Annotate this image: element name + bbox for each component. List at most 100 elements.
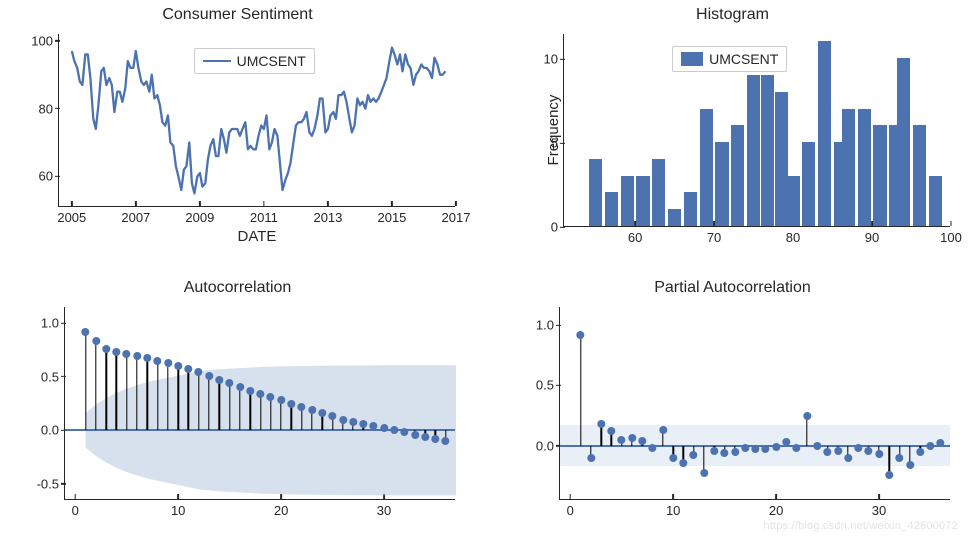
marker [731, 448, 739, 456]
stem [219, 380, 220, 430]
marker [92, 337, 100, 345]
panel-acf: Autocorrelation 0102030-0.50.00.51.0 [10, 283, 465, 528]
watermark: https://blog.csdn.net/weixin_42600072 [763, 520, 958, 532]
ytick: 1.0 [536, 318, 560, 333]
stem [424, 430, 425, 436]
stem [291, 404, 292, 431]
marker [587, 454, 595, 462]
stem [806, 416, 807, 446]
stem [693, 446, 694, 456]
stem [105, 349, 106, 430]
stem [95, 341, 96, 430]
xtick: 2015 [377, 206, 406, 225]
xtick: 70 [707, 226, 721, 245]
marker [854, 444, 862, 452]
stem [352, 422, 353, 431]
stem [878, 446, 879, 454]
stem [600, 424, 601, 446]
stem [755, 446, 756, 450]
marker [937, 439, 945, 447]
marker [318, 409, 326, 417]
stem [652, 446, 653, 448]
marker [256, 390, 264, 398]
hist-bar [842, 109, 855, 226]
marker [359, 420, 367, 428]
stem [188, 369, 189, 430]
marker [277, 396, 285, 404]
hist-bar [589, 159, 602, 226]
marker [577, 331, 585, 339]
stem [332, 416, 333, 430]
panel-sentiment: Consumer Sentiment 200520072009201120132… [10, 10, 465, 255]
ytick: 1.0 [41, 316, 65, 331]
marker [236, 383, 244, 391]
ytick: 0.5 [536, 378, 560, 393]
marker [597, 420, 605, 428]
marker [690, 451, 698, 459]
marker [390, 426, 398, 434]
marker [700, 469, 708, 477]
stem [311, 410, 312, 430]
marker [906, 461, 914, 469]
hist-bar [636, 176, 649, 226]
marker [875, 450, 883, 458]
stem [177, 366, 178, 430]
marker [618, 436, 626, 444]
marker [174, 362, 182, 370]
panel-histogram: Histogram 607080901000510FrequencyUMCSEN… [505, 10, 960, 255]
stem [847, 446, 848, 458]
stem [198, 372, 199, 430]
marker [431, 435, 439, 443]
marker [679, 459, 687, 467]
stem [270, 397, 271, 430]
ytick: 0.5 [41, 369, 65, 384]
marker [741, 444, 749, 452]
marker [721, 449, 729, 457]
marker [659, 426, 667, 434]
marker [669, 454, 677, 462]
marker [133, 352, 141, 360]
stem [590, 446, 591, 458]
stem [157, 361, 158, 431]
xtick: 30 [377, 499, 391, 518]
hist-bar [913, 125, 926, 226]
stem [703, 446, 704, 474]
stem [940, 443, 941, 445]
marker [164, 359, 172, 367]
stem [260, 394, 261, 430]
marker [380, 424, 388, 432]
hist-bar [605, 192, 618, 226]
hist-bar [731, 125, 744, 226]
marker [102, 345, 110, 353]
stem [280, 400, 281, 430]
stem [919, 446, 920, 452]
marker [638, 437, 646, 445]
xtick: 2009 [185, 206, 214, 225]
title-sentiment: Consumer Sentiment [10, 6, 465, 24]
xtick: 30 [872, 499, 886, 518]
hist-bar [897, 58, 910, 226]
stem [383, 428, 384, 430]
ytick: 100 [31, 33, 59, 48]
stem [435, 430, 436, 439]
stem [775, 446, 776, 447]
marker [844, 454, 852, 462]
marker [205, 372, 213, 380]
xtick: 80 [786, 226, 800, 245]
panel-pacf: Partial Autocorrelation 01020300.00.51.0 [505, 283, 960, 528]
marker [401, 428, 409, 436]
marker [308, 406, 316, 414]
ytick: 0.0 [41, 423, 65, 438]
stem [136, 356, 137, 430]
marker [885, 471, 893, 479]
stem [683, 446, 684, 463]
stem [404, 430, 405, 432]
stem [250, 391, 251, 431]
marker [246, 387, 254, 395]
marker [710, 447, 718, 455]
stem [373, 426, 374, 430]
marker [824, 448, 832, 456]
marker [926, 442, 934, 450]
legend-label: UMCSENT [709, 51, 778, 67]
hist-bar [802, 142, 815, 226]
